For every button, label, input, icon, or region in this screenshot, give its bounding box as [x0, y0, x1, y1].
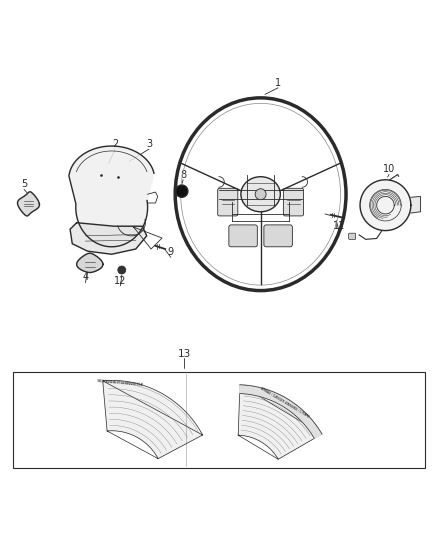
Text: 2: 2 — [112, 139, 118, 149]
Polygon shape — [360, 180, 411, 231]
Polygon shape — [103, 381, 202, 458]
Polygon shape — [70, 223, 147, 254]
FancyBboxPatch shape — [229, 225, 257, 247]
Ellipse shape — [176, 185, 188, 197]
FancyBboxPatch shape — [218, 188, 238, 216]
Text: 11: 11 — [333, 221, 345, 231]
Text: 9: 9 — [168, 247, 174, 257]
Text: 1: 1 — [275, 77, 281, 87]
Ellipse shape — [241, 177, 280, 212]
Polygon shape — [238, 385, 322, 459]
FancyBboxPatch shape — [349, 233, 356, 239]
Text: SICHERHEITSHINWEISE: SICHERHEITSHINWEISE — [97, 378, 144, 387]
Text: 10: 10 — [383, 164, 395, 174]
Text: 12: 12 — [114, 276, 127, 286]
Text: 4: 4 — [82, 272, 88, 282]
FancyBboxPatch shape — [283, 188, 304, 216]
Polygon shape — [18, 192, 39, 216]
Polygon shape — [411, 197, 420, 213]
Polygon shape — [240, 385, 322, 439]
FancyBboxPatch shape — [264, 225, 293, 247]
Ellipse shape — [255, 189, 266, 200]
Text: 3: 3 — [146, 139, 152, 149]
Text: 5: 5 — [21, 179, 27, 189]
Text: 13: 13 — [177, 349, 191, 359]
Ellipse shape — [118, 266, 126, 274]
Polygon shape — [77, 253, 103, 272]
Text: AIRBAG / DANGER WARNING / UTFARE: AIRBAG / DANGER WARNING / UTFARE — [260, 386, 310, 419]
Bar — [13, 372, 425, 468]
Text: 8: 8 — [180, 169, 186, 180]
Polygon shape — [69, 146, 154, 247]
